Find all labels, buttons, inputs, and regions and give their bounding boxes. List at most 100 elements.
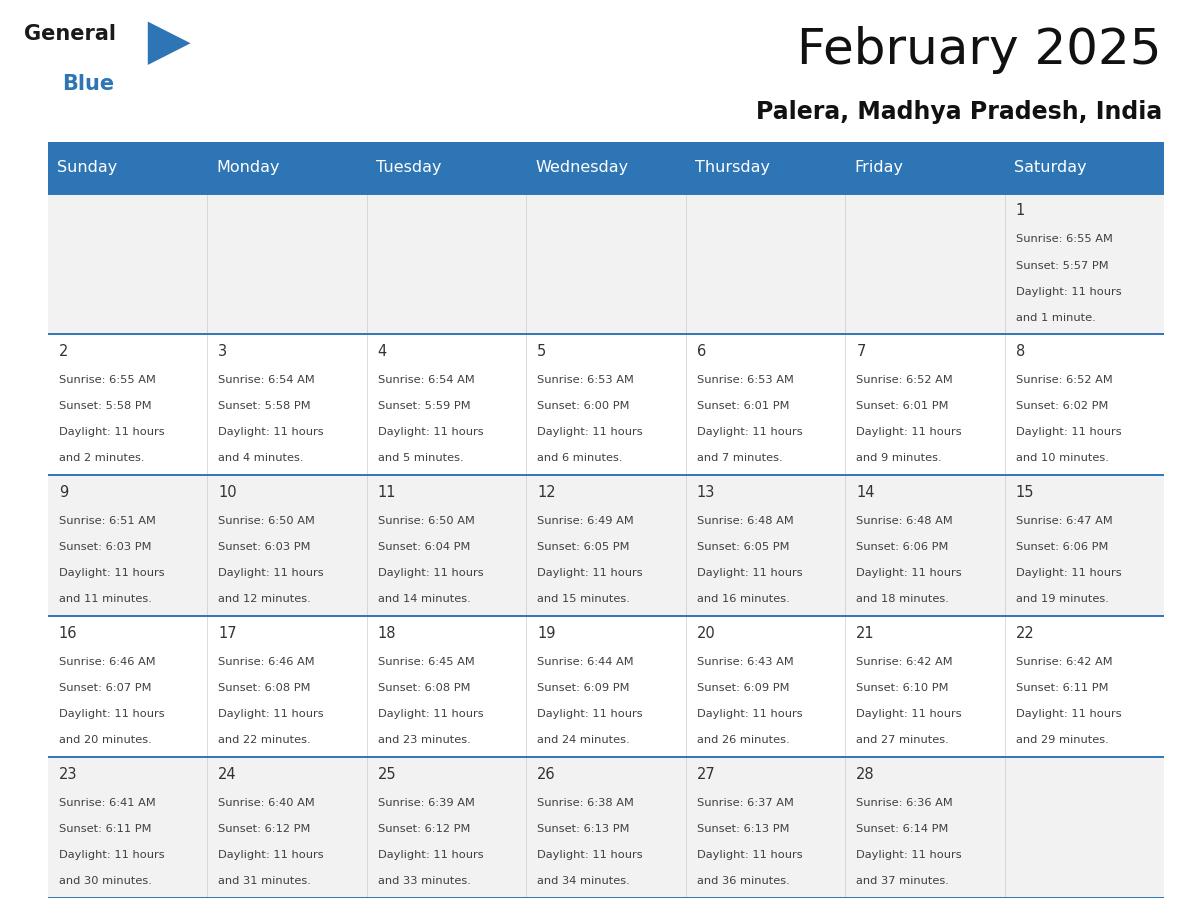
Text: and 4 minutes.: and 4 minutes. (219, 453, 304, 464)
Text: 5: 5 (537, 344, 546, 359)
Text: and 15 minutes.: and 15 minutes. (537, 594, 630, 604)
Text: 11: 11 (378, 485, 397, 500)
Text: Daylight: 11 hours: Daylight: 11 hours (857, 428, 962, 437)
Text: Sunrise: 6:37 AM: Sunrise: 6:37 AM (697, 798, 794, 808)
Text: Sunset: 6:10 PM: Sunset: 6:10 PM (857, 683, 949, 693)
Text: Sunset: 6:06 PM: Sunset: 6:06 PM (1016, 543, 1108, 553)
Text: Sunrise: 6:53 AM: Sunrise: 6:53 AM (697, 375, 794, 386)
Text: 28: 28 (857, 767, 876, 782)
Text: Sunrise: 6:44 AM: Sunrise: 6:44 AM (537, 657, 634, 667)
Text: 13: 13 (697, 485, 715, 500)
Text: Sunset: 6:07 PM: Sunset: 6:07 PM (58, 683, 151, 693)
Text: Daylight: 11 hours: Daylight: 11 hours (697, 428, 802, 437)
Text: Sunset: 6:02 PM: Sunset: 6:02 PM (1016, 401, 1108, 411)
Text: 22: 22 (1016, 626, 1035, 641)
Text: Sunset: 6:01 PM: Sunset: 6:01 PM (697, 401, 789, 411)
Text: Daylight: 11 hours: Daylight: 11 hours (378, 850, 484, 860)
Text: and 10 minutes.: and 10 minutes. (1016, 453, 1108, 464)
Text: Sunrise: 6:54 AM: Sunrise: 6:54 AM (219, 375, 315, 386)
Text: Monday: Monday (216, 161, 280, 175)
Text: Sunset: 6:03 PM: Sunset: 6:03 PM (58, 543, 151, 553)
Text: Sunrise: 6:41 AM: Sunrise: 6:41 AM (58, 798, 156, 808)
Text: Sunset: 5:58 PM: Sunset: 5:58 PM (58, 401, 151, 411)
Text: 16: 16 (58, 626, 77, 641)
Text: Daylight: 11 hours: Daylight: 11 hours (1016, 568, 1121, 578)
Text: Daylight: 11 hours: Daylight: 11 hours (58, 428, 164, 437)
Text: 24: 24 (219, 767, 236, 782)
Text: Daylight: 11 hours: Daylight: 11 hours (58, 709, 164, 719)
Text: Sunrise: 6:55 AM: Sunrise: 6:55 AM (1016, 234, 1113, 244)
Text: 12: 12 (537, 485, 556, 500)
Text: Sunrise: 6:42 AM: Sunrise: 6:42 AM (857, 657, 953, 667)
Text: Sunrise: 6:52 AM: Sunrise: 6:52 AM (857, 375, 953, 386)
Text: Sunrise: 6:36 AM: Sunrise: 6:36 AM (857, 798, 953, 808)
Text: Sunrise: 6:39 AM: Sunrise: 6:39 AM (378, 798, 475, 808)
Text: Sunrise: 6:43 AM: Sunrise: 6:43 AM (697, 657, 794, 667)
Text: Daylight: 11 hours: Daylight: 11 hours (219, 709, 324, 719)
Text: and 20 minutes.: and 20 minutes. (58, 735, 151, 745)
Text: Daylight: 11 hours: Daylight: 11 hours (857, 568, 962, 578)
Text: Sunrise: 6:51 AM: Sunrise: 6:51 AM (58, 516, 156, 526)
Text: Sunrise: 6:40 AM: Sunrise: 6:40 AM (219, 798, 315, 808)
Bar (48, 194, 1164, 334)
Text: and 16 minutes.: and 16 minutes. (697, 594, 790, 604)
Text: Sunset: 6:06 PM: Sunset: 6:06 PM (857, 543, 949, 553)
Text: 21: 21 (857, 626, 876, 641)
Text: Daylight: 11 hours: Daylight: 11 hours (537, 428, 643, 437)
Text: Daylight: 11 hours: Daylight: 11 hours (219, 850, 324, 860)
Text: and 37 minutes.: and 37 minutes. (857, 876, 949, 886)
Text: Sunrise: 6:48 AM: Sunrise: 6:48 AM (697, 516, 794, 526)
Text: 25: 25 (378, 767, 397, 782)
Text: Daylight: 11 hours: Daylight: 11 hours (1016, 428, 1121, 437)
Text: 27: 27 (697, 767, 715, 782)
Text: Sunrise: 6:49 AM: Sunrise: 6:49 AM (537, 516, 634, 526)
Text: Palera, Madhya Pradesh, India: Palera, Madhya Pradesh, India (756, 99, 1162, 124)
Text: Sunset: 6:05 PM: Sunset: 6:05 PM (697, 543, 789, 553)
Text: Daylight: 11 hours: Daylight: 11 hours (537, 709, 643, 719)
Text: Sunrise: 6:42 AM: Sunrise: 6:42 AM (1016, 657, 1112, 667)
Text: Sunrise: 6:45 AM: Sunrise: 6:45 AM (378, 657, 474, 667)
Text: Sunset: 6:09 PM: Sunset: 6:09 PM (537, 683, 630, 693)
Text: Sunset: 6:13 PM: Sunset: 6:13 PM (697, 823, 789, 834)
Text: Sunset: 6:11 PM: Sunset: 6:11 PM (1016, 683, 1108, 693)
Bar (48, 757, 1164, 898)
Text: February 2025: February 2025 (797, 26, 1162, 73)
Bar (48, 142, 1164, 194)
Text: Sunrise: 6:53 AM: Sunrise: 6:53 AM (537, 375, 634, 386)
Text: 18: 18 (378, 626, 397, 641)
Text: 7: 7 (857, 344, 866, 359)
Text: Sunrise: 6:47 AM: Sunrise: 6:47 AM (1016, 516, 1113, 526)
Text: and 5 minutes.: and 5 minutes. (378, 453, 463, 464)
Text: Sunset: 5:58 PM: Sunset: 5:58 PM (219, 401, 311, 411)
Text: Daylight: 11 hours: Daylight: 11 hours (378, 428, 484, 437)
Text: and 22 minutes.: and 22 minutes. (219, 735, 311, 745)
Text: Sunset: 6:05 PM: Sunset: 6:05 PM (537, 543, 630, 553)
Text: 2: 2 (58, 344, 68, 359)
Text: 6: 6 (697, 344, 706, 359)
Text: Daylight: 11 hours: Daylight: 11 hours (219, 428, 324, 437)
Text: Sunrise: 6:55 AM: Sunrise: 6:55 AM (58, 375, 156, 386)
Text: Sunset: 6:08 PM: Sunset: 6:08 PM (378, 683, 470, 693)
Text: 4: 4 (378, 344, 387, 359)
Text: and 33 minutes.: and 33 minutes. (378, 876, 470, 886)
Bar (48, 334, 1164, 476)
Text: Daylight: 11 hours: Daylight: 11 hours (537, 568, 643, 578)
Text: Sunset: 6:00 PM: Sunset: 6:00 PM (537, 401, 630, 411)
Text: Sunrise: 6:38 AM: Sunrise: 6:38 AM (537, 798, 634, 808)
Text: 8: 8 (1016, 344, 1025, 359)
Text: Daylight: 11 hours: Daylight: 11 hours (857, 709, 962, 719)
Bar (48, 476, 1164, 616)
Text: 1: 1 (1016, 204, 1025, 218)
Text: Blue: Blue (62, 73, 114, 94)
Text: and 29 minutes.: and 29 minutes. (1016, 735, 1108, 745)
Bar (48, 616, 1164, 757)
Text: Daylight: 11 hours: Daylight: 11 hours (378, 709, 484, 719)
Text: and 19 minutes.: and 19 minutes. (1016, 594, 1108, 604)
Text: Daylight: 11 hours: Daylight: 11 hours (857, 850, 962, 860)
Text: Wednesday: Wednesday (536, 161, 628, 175)
Text: and 24 minutes.: and 24 minutes. (537, 735, 630, 745)
Text: and 12 minutes.: and 12 minutes. (219, 594, 311, 604)
Text: Sunset: 6:09 PM: Sunset: 6:09 PM (697, 683, 789, 693)
Text: 15: 15 (1016, 485, 1035, 500)
Text: Daylight: 11 hours: Daylight: 11 hours (58, 850, 164, 860)
